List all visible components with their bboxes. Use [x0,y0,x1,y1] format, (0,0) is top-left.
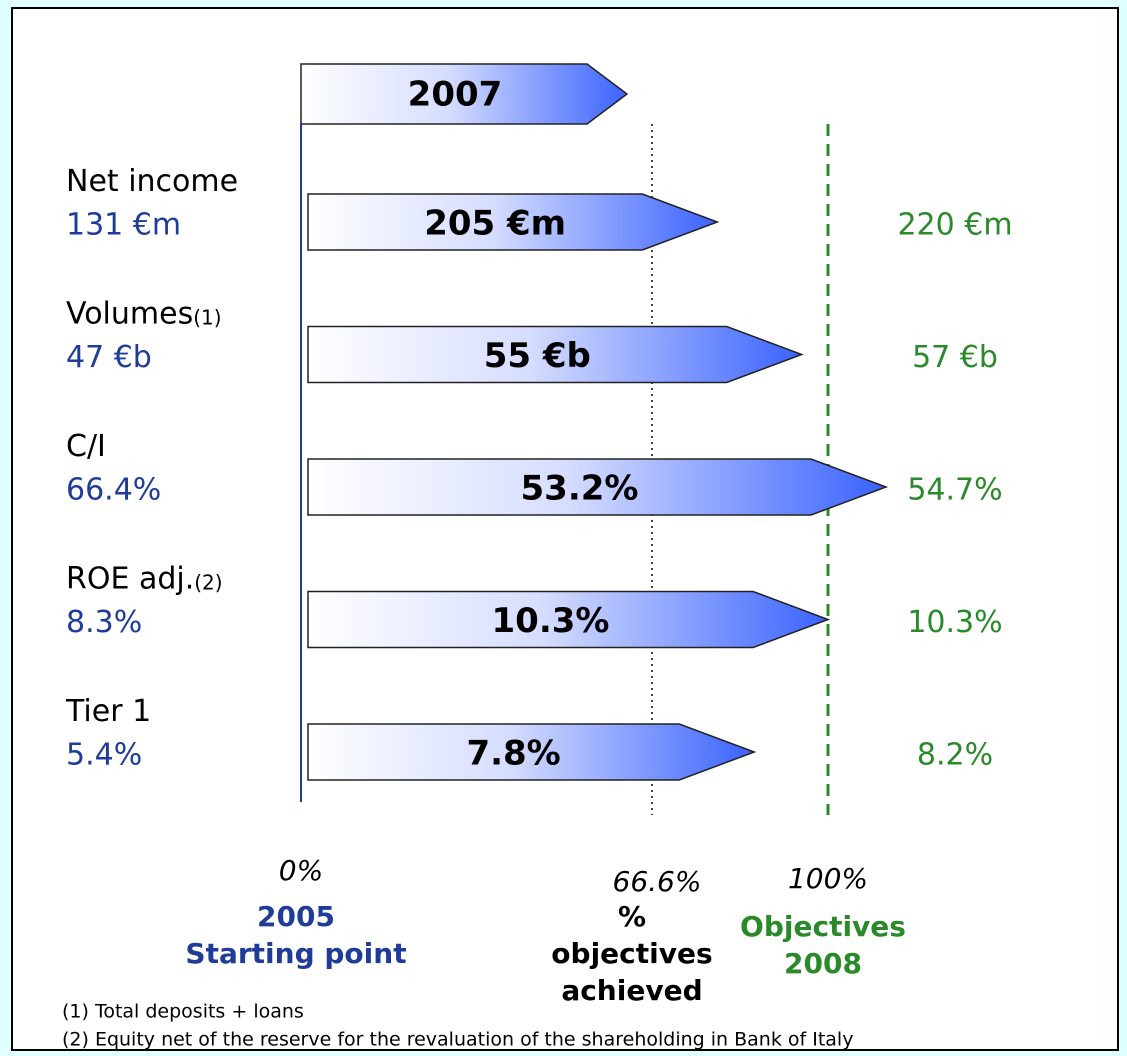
start-label: 66.4% [66,473,161,508]
category-label: Net income [66,164,238,199]
category-label: C/I [66,429,106,464]
current-label: 7.8% [466,734,560,774]
panel [11,7,1119,1051]
current-label: 55 €b [484,336,591,376]
header: 2007 [408,75,503,115]
start-label: 131 €m [66,208,181,243]
header-arrow [300,63,629,125]
target-label: 57 €b [912,340,998,375]
category-label: Volumes(1) [66,296,222,331]
tick-caption: achieved [561,974,702,1007]
current-label: 10.3% [492,601,610,641]
target-label: 8.2% [917,738,993,773]
target-label: 54.7% [907,473,1002,508]
category-note: (1) [193,305,221,329]
category-label: Tier 1 [65,694,151,729]
progress-arrow [307,458,889,516]
category-name: ROE adj. [66,561,194,596]
tick-caption: objectives [551,937,712,970]
progress-arrow [307,723,757,781]
progress-arrow [307,325,804,384]
current-label: 53.2% [521,469,639,509]
x-tick-label: 0% [279,854,323,887]
tick-caption: 2005 [257,900,335,933]
target-label: 220 €m [897,208,1012,243]
start-label: 47 €b [66,340,152,375]
category-name: C/I [66,429,106,464]
category-name: Net income [66,164,238,199]
start-label: 8.3% [66,605,142,640]
current-label: 205 €m [424,204,566,244]
category-note: (2) [194,570,222,594]
progress-arrow [307,193,720,251]
start-label: 5.4% [66,738,142,773]
tick-caption: % [618,900,646,933]
category-name: Volumes [66,296,193,331]
tick-caption: 2008 [784,947,862,980]
progress-arrow [307,590,831,649]
x-tick-label: 66.6% [613,865,702,898]
footnote: (2) Equity net of the reserve for the re… [62,1029,853,1051]
x-tick-label: 100% [788,862,868,895]
tick-caption: Objectives [740,910,906,943]
target-label: 10.3% [907,605,1002,640]
category-label: ROE adj.(2) [66,561,223,596]
category-name: Tier 1 [65,694,151,729]
footnote: (1) Total deposits + loans [62,1001,304,1023]
tick-caption: Starting point [185,937,406,970]
